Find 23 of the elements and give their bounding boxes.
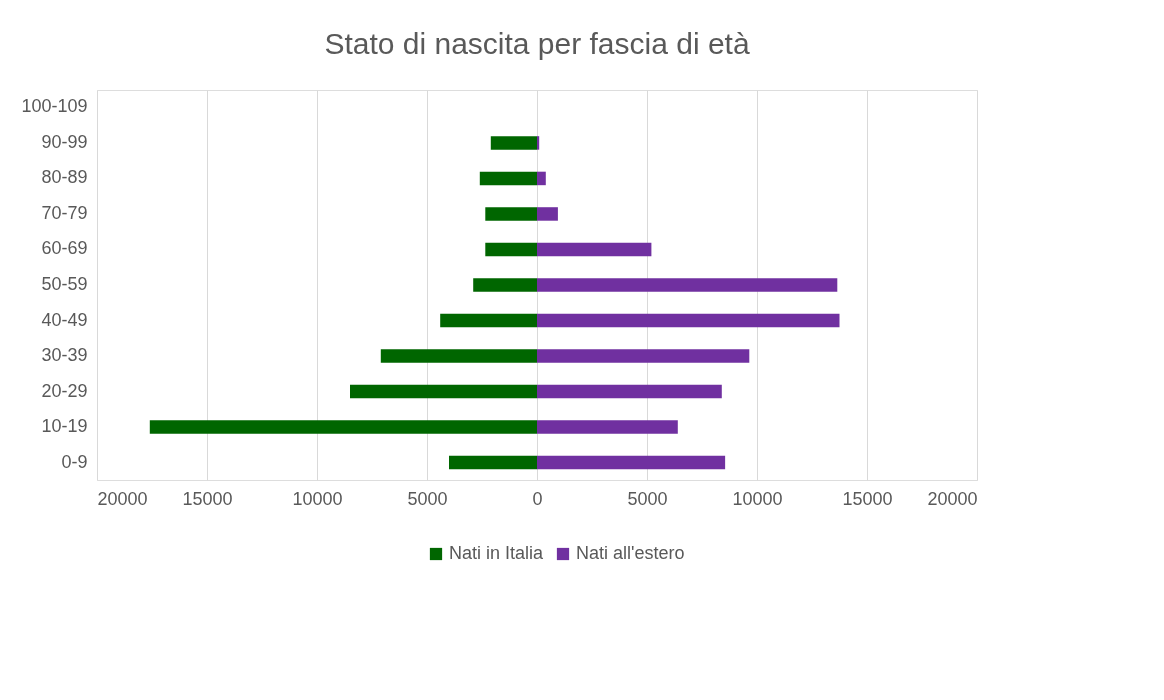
y-tick-label: 20-29 xyxy=(41,380,88,401)
y-tick-label: 0-9 xyxy=(61,451,88,472)
x-tick-label: 10000 xyxy=(292,488,343,509)
x-tick-label: 20000 xyxy=(927,488,978,509)
x-tick-label: 20000 xyxy=(97,488,148,509)
y-tick-label: 60-69 xyxy=(41,238,88,259)
y-tick-label: 30-39 xyxy=(41,345,88,366)
x-tick-label: 15000 xyxy=(182,488,233,509)
legend-label: Nati in Italia xyxy=(449,543,545,563)
x-tick-label: 5000 xyxy=(407,488,448,509)
y-tick-label: 100-109 xyxy=(21,96,88,117)
y-tick-label: 40-49 xyxy=(41,309,88,330)
y-tick-label: 70-79 xyxy=(41,202,88,223)
x-tick-label: 10000 xyxy=(732,488,783,509)
y-tick-label: 90-99 xyxy=(41,131,88,152)
x-tick-label: 0 xyxy=(532,488,543,509)
chart-title: Stato di nascita per fascia di età xyxy=(324,27,750,60)
y-tick-label: 50-59 xyxy=(41,274,88,294)
x-tick-label: 5000 xyxy=(627,488,668,509)
legend-label: Nati all'estero xyxy=(576,543,685,563)
x-tick-label: 15000 xyxy=(842,488,893,509)
y-tick-label: 10-19 xyxy=(41,416,88,437)
y-tick-label: 80-89 xyxy=(41,167,88,188)
